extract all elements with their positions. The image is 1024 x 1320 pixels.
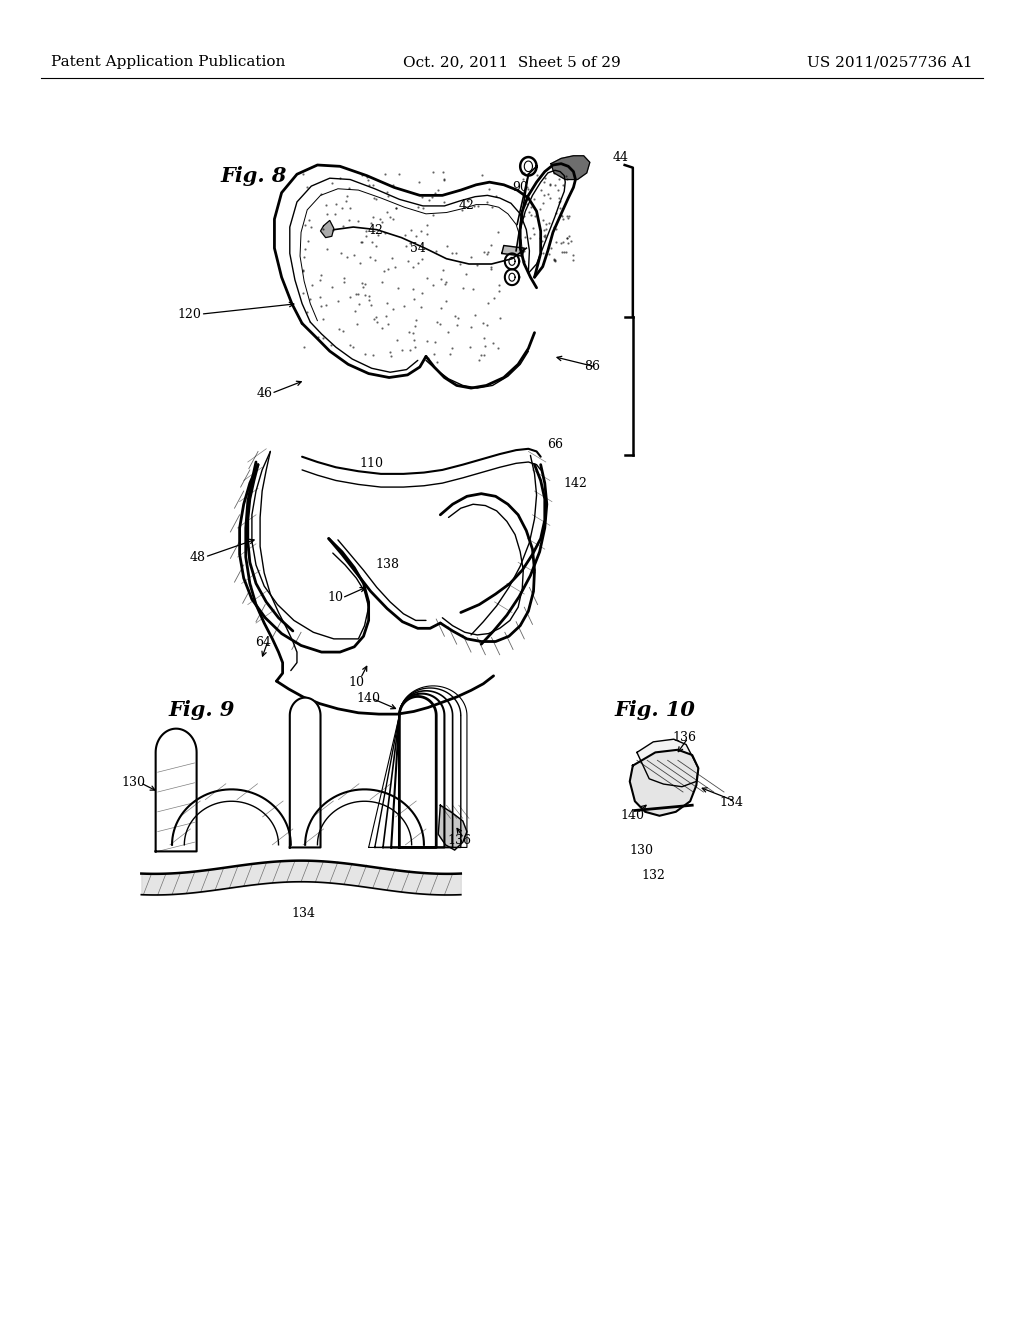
Polygon shape bbox=[438, 805, 467, 850]
Polygon shape bbox=[551, 156, 590, 180]
Polygon shape bbox=[369, 686, 467, 847]
Text: 42: 42 bbox=[368, 224, 384, 238]
Text: 54: 54 bbox=[410, 242, 426, 255]
Text: Fig. 8: Fig. 8 bbox=[220, 165, 287, 186]
Text: 10: 10 bbox=[348, 676, 365, 689]
Polygon shape bbox=[502, 246, 524, 256]
Text: Patent Application Publication: Patent Application Publication bbox=[51, 55, 286, 69]
Text: Fig. 10: Fig. 10 bbox=[614, 700, 695, 721]
Text: Oct. 20, 2011  Sheet 5 of 29: Oct. 20, 2011 Sheet 5 of 29 bbox=[403, 55, 621, 69]
Text: 46: 46 bbox=[256, 387, 272, 400]
Text: 132: 132 bbox=[641, 869, 666, 882]
Text: 134: 134 bbox=[291, 907, 315, 920]
Text: US 2011/0257736 A1: US 2011/0257736 A1 bbox=[807, 55, 973, 69]
Text: 140: 140 bbox=[621, 809, 645, 822]
Text: 42: 42 bbox=[459, 199, 475, 213]
Text: 10: 10 bbox=[328, 591, 344, 605]
Text: 90: 90 bbox=[512, 181, 528, 194]
Text: 86: 86 bbox=[584, 360, 600, 374]
Polygon shape bbox=[630, 750, 698, 816]
Text: 130: 130 bbox=[629, 843, 653, 857]
Text: 110: 110 bbox=[359, 457, 384, 470]
Text: 44: 44 bbox=[612, 150, 629, 164]
Text: 138: 138 bbox=[375, 558, 399, 572]
Text: 136: 136 bbox=[447, 834, 472, 847]
Text: 136: 136 bbox=[672, 731, 696, 744]
Text: 130: 130 bbox=[121, 776, 145, 789]
Text: 142: 142 bbox=[563, 477, 588, 490]
Polygon shape bbox=[321, 220, 334, 238]
Polygon shape bbox=[290, 698, 321, 847]
Text: 140: 140 bbox=[356, 692, 381, 705]
Text: 134: 134 bbox=[719, 796, 743, 809]
Text: 66: 66 bbox=[547, 438, 563, 451]
Polygon shape bbox=[156, 729, 197, 851]
Text: 48: 48 bbox=[189, 550, 206, 564]
Text: Fig. 9: Fig. 9 bbox=[169, 700, 236, 721]
Text: 120: 120 bbox=[177, 308, 202, 321]
Text: 64: 64 bbox=[255, 636, 271, 649]
Polygon shape bbox=[637, 739, 698, 787]
